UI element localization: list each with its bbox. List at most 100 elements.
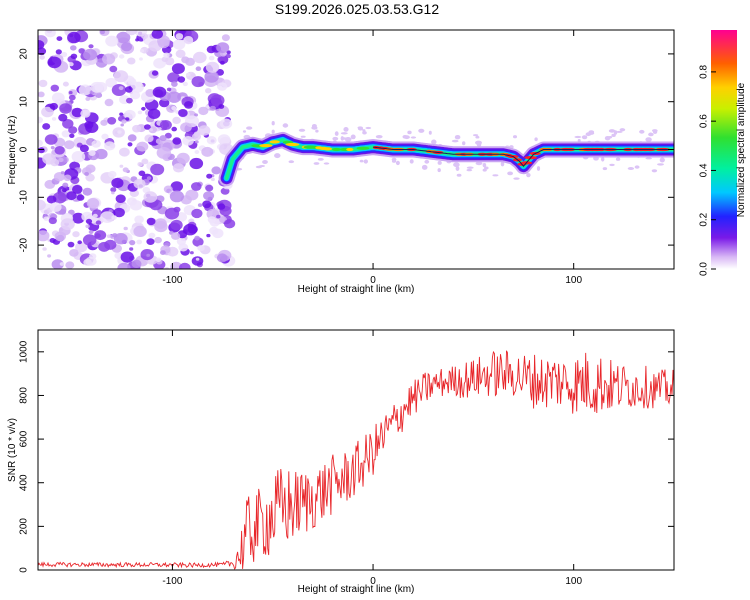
ridge-scatter	[271, 121, 275, 126]
noise-blob	[61, 51, 68, 58]
noise-blob	[138, 31, 143, 35]
noise-blob	[149, 128, 154, 132]
noise-blob	[146, 238, 155, 246]
ridge-scatter	[476, 142, 482, 147]
noise-blob	[160, 250, 166, 256]
noise-blob	[85, 218, 93, 224]
noise-blob	[62, 188, 67, 193]
noise-blob	[171, 81, 178, 87]
ridge-scatter	[428, 130, 432, 135]
noise-blob	[100, 211, 115, 224]
noise-blob	[82, 187, 93, 196]
noise-blob	[67, 31, 81, 44]
noise-blob	[139, 49, 145, 53]
noise-blob	[191, 76, 205, 88]
noise-blob	[206, 173, 213, 179]
noise-blob	[56, 36, 63, 41]
noise-blob	[66, 191, 77, 201]
noise-blob	[209, 105, 216, 111]
ridge-peak	[332, 147, 341, 152]
noise-blob	[143, 191, 158, 203]
ridge-scatter	[462, 141, 466, 146]
noise-blob	[67, 241, 75, 248]
noise-blob	[95, 148, 108, 160]
noise-blob	[146, 217, 156, 226]
noise-blob	[68, 94, 76, 101]
noise-blob	[38, 79, 48, 88]
noise-blob	[181, 56, 190, 64]
ridge-peak	[285, 142, 300, 147]
ridge-scatter	[574, 135, 582, 139]
noise-blob	[46, 195, 57, 204]
ridge-scatter	[482, 168, 487, 172]
ridge-scatter	[313, 162, 320, 165]
ridge-scatter	[657, 163, 664, 166]
ridge-scatter	[611, 133, 616, 137]
noise-blob	[172, 116, 181, 124]
noise-blob	[85, 96, 91, 101]
noise-blob	[151, 70, 159, 76]
noise-blob	[105, 77, 117, 88]
noise-blob	[91, 140, 101, 148]
noise-blob	[152, 86, 167, 98]
noise-blob	[71, 151, 86, 163]
noise-blob	[189, 157, 204, 170]
noise-blob	[195, 257, 200, 261]
snr-ytick-label: 400	[19, 474, 30, 491]
snr-ylabel: SNR (10 * v/v)	[7, 418, 18, 482]
colorbar-tick-label: 0.0	[699, 262, 710, 276]
noise-blob	[83, 258, 92, 266]
ridge-scatter	[255, 165, 262, 169]
noise-blob	[68, 126, 78, 134]
noise-blob	[125, 30, 138, 36]
noise-blob	[59, 103, 72, 114]
noise-blob	[170, 181, 183, 192]
ridge-scatter	[659, 157, 665, 163]
noise-blob	[205, 184, 214, 192]
ridge-scatter	[298, 128, 306, 132]
colorbar-tick-label: 0.6	[699, 114, 710, 128]
ridge-scatter	[602, 167, 608, 171]
noise-blob	[83, 48, 98, 61]
ridge-scatter	[615, 157, 621, 161]
noise-blob	[69, 133, 75, 138]
ridge-scatter	[246, 126, 253, 130]
ridge-scatter	[332, 136, 339, 141]
noise-blob	[92, 213, 98, 218]
noise-blob	[172, 39, 186, 50]
colorbar: 0.0 0.2 0.4 0.6 0.8 Normalized spectral ampl…	[699, 30, 747, 276]
noise-blob	[177, 76, 186, 83]
snr-ytick-label: 200	[19, 518, 30, 535]
noise-blob	[49, 202, 62, 213]
ridge-scatter	[340, 132, 348, 135]
noise-blob	[80, 109, 91, 118]
noise-blob	[127, 142, 133, 147]
noise-blob	[119, 54, 125, 59]
heatmap-xtick-label: 0	[370, 275, 376, 286]
noise-blob	[63, 174, 72, 182]
ridge-scatter	[577, 138, 581, 143]
noise-blob	[163, 52, 170, 58]
noise-blob	[70, 45, 77, 51]
noise-blob	[108, 170, 117, 178]
noise-blob	[206, 208, 220, 220]
noise-blob	[82, 234, 97, 246]
snr-ytick-label: 600	[19, 430, 30, 447]
noise-blob	[95, 220, 102, 225]
snr-ytick-label: 1000	[19, 340, 30, 363]
ridge-scatter	[466, 168, 473, 172]
colorbar-label: Normalized spectral amplitude	[736, 82, 747, 217]
snr-xtick-label: -100	[162, 576, 182, 587]
noise-blob	[100, 119, 108, 126]
colorbar-tick-label: 0.8	[699, 64, 710, 78]
noise-blob	[206, 233, 211, 238]
noise-blob	[38, 147, 45, 154]
ridge-scatter	[473, 134, 479, 137]
noise-blob	[84, 171, 89, 176]
ridge-scatter	[536, 166, 541, 171]
noise-blob	[123, 226, 128, 231]
noise-blob	[191, 182, 202, 191]
ridge-scatter	[645, 137, 652, 143]
ridge-scatter	[601, 156, 605, 162]
heatmap-xtick-label: 100	[565, 275, 582, 286]
